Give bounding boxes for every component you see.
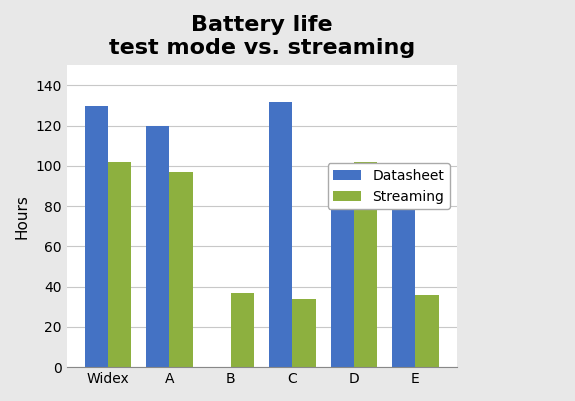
Bar xyxy=(392,206,415,367)
Bar xyxy=(231,293,254,367)
Title: Battery life
test mode vs. streaming: Battery life test mode vs. streaming xyxy=(109,15,415,58)
Bar xyxy=(269,101,293,367)
Legend: Datasheet, Streaming: Datasheet, Streaming xyxy=(328,163,450,209)
Bar xyxy=(415,295,439,367)
Y-axis label: Hours: Hours xyxy=(15,194,30,239)
Bar xyxy=(146,126,170,367)
Bar xyxy=(331,166,354,367)
Bar xyxy=(170,172,193,367)
Bar xyxy=(354,162,377,367)
Bar xyxy=(108,162,131,367)
Bar xyxy=(293,299,316,367)
Bar xyxy=(85,105,108,367)
